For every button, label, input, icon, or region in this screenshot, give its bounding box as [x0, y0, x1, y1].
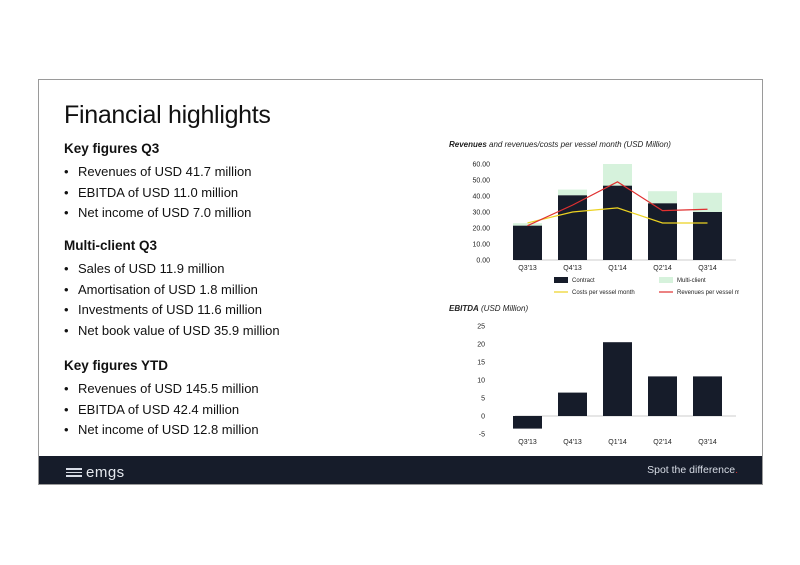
legend-label: Multi-client: [677, 278, 706, 284]
y-tick-label: 25: [477, 324, 485, 331]
y-tick-label: 20: [477, 342, 485, 349]
section-multi-client-q3: Multi-client Q3 Sales of USD 11.9 millio…: [64, 238, 364, 341]
x-tick-label: Q3'13: [518, 439, 537, 446]
y-tick-label: 10: [477, 378, 485, 385]
tagline: Spot the difference.: [647, 464, 738, 476]
bar-multi-client: [648, 191, 677, 204]
y-tick-label: 20.00: [472, 226, 490, 233]
emgs-logo: emgs: [66, 464, 125, 481]
y-tick-label: 40.00: [472, 194, 490, 201]
x-tick-label: Q4'13: [563, 265, 582, 272]
section-heading: Multi-client Q3: [64, 238, 158, 253]
list-item: Investments of USD 11.6 million: [64, 300, 364, 321]
list-item: Revenues of USD 145.5 million: [64, 379, 364, 400]
revenue-chart: 0.0010.0020.0030.0040.0050.0060.000.01.0…: [472, 162, 739, 297]
bar-contract: [693, 212, 722, 260]
logo-text: emgs: [86, 464, 125, 481]
y-tick-label: 0: [481, 414, 485, 421]
bar-ebitda: [693, 376, 722, 416]
x-tick-label: Q3'14: [698, 265, 717, 272]
revenue-chart-title: Revenues and revenues/costs per vessel m…: [449, 140, 671, 149]
x-tick-label: Q2'14: [653, 265, 672, 272]
ebitda-chart: -5 0 5 10 15 20 25 Q3'13 Q4'13 Q1'14 Q2'14 Q3'14: [477, 324, 736, 446]
bar-contract: [513, 225, 542, 260]
y-tick-label: -5: [479, 432, 485, 439]
x-tick-label: Q2'14: [653, 439, 672, 446]
line-revenues-per-vessel-month: [527, 181, 708, 227]
list-item: Sales of USD 11.9 million: [64, 259, 364, 280]
x-tick-label: Q4'13: [563, 439, 582, 446]
section-heading: Key figures YTD: [64, 358, 169, 373]
legend-label: Contract: [572, 278, 595, 284]
bar-contract: [558, 195, 587, 260]
footer-bar: emgs Spot the difference.: [39, 456, 762, 484]
page-title: Financial highlights: [64, 101, 271, 129]
legend-label: Revenues per vessel month: [677, 290, 739, 296]
emgs-logo-icon: [66, 468, 82, 477]
bar-multi-client: [513, 223, 542, 226]
bar-ebitda: [558, 392, 587, 416]
y-tick-label: 10.00: [472, 242, 490, 249]
y-tick-label: 60.00: [472, 162, 490, 169]
list-item: Amortisation of USD 1.8 million: [64, 280, 364, 301]
bar-multi-client: [603, 164, 632, 186]
y-tick-label: 30.00: [472, 210, 490, 217]
bar-ebitda: [513, 416, 542, 429]
bar-contract: [603, 185, 632, 260]
x-tick-label: Q3'14: [698, 439, 717, 446]
bar-ebitda: [648, 376, 677, 416]
list-item: EBITDA of USD 11.0 million: [64, 183, 364, 204]
x-tick-label: Q1'14: [608, 265, 627, 272]
list-item: Net income of USD 12.8 million: [64, 420, 364, 441]
bar-multi-client: [558, 189, 587, 196]
section-key-figures-ytd: Key figures YTD Revenues of USD 145.5 mi…: [64, 358, 364, 441]
x-tick-label: Q1'14: [608, 439, 627, 446]
line-costs-per-vessel-month: [527, 207, 708, 224]
bar-multi-client: [693, 192, 722, 212]
bar-contract: [648, 203, 677, 260]
y-tick-label: 50.00: [472, 178, 490, 185]
list-item: Net income of USD 7.0 million: [64, 203, 364, 224]
legend-swatch: [659, 277, 673, 283]
section-key-figures-q3: Key figures Q3 Revenues of USD 41.7 mill…: [64, 141, 364, 224]
section-heading: Key figures Q3: [64, 141, 160, 156]
legend-label: Costs per vessel month: [572, 290, 635, 296]
y-tick-label: 15: [477, 360, 485, 367]
slide: Financial highlights Key figures Q3 Reve…: [38, 79, 763, 485]
list-item: EBITDA of USD 42.4 million: [64, 400, 364, 421]
legend-swatch: [554, 277, 568, 283]
y-tick-label: 5: [481, 396, 485, 403]
x-tick-label: Q3'13: [518, 265, 537, 272]
list-item: Net book value of USD 35.9 million: [64, 321, 364, 342]
list-item: Revenues of USD 41.7 million: [64, 162, 364, 183]
bar-ebitda: [603, 342, 632, 416]
ebitda-chart-title: EBITDA (USD Million): [449, 304, 529, 313]
y-tick-label: 0.00: [476, 258, 490, 265]
